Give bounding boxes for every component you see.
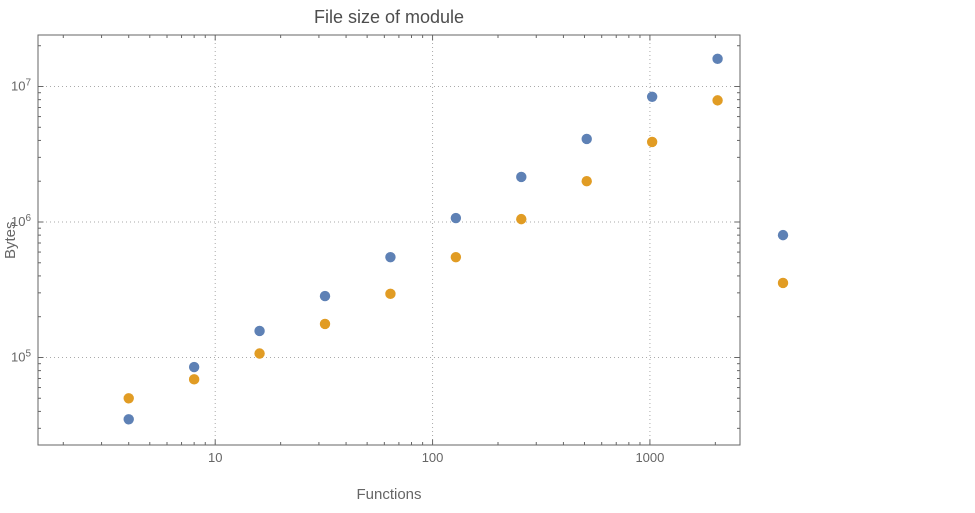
data-point-orange [777, 277, 789, 289]
x-tick-label: 1000 [635, 450, 664, 465]
data-point-blue [254, 325, 265, 337]
data-point-orange [450, 251, 462, 263]
data-point-orange [712, 95, 723, 106]
x-tick-label: 10 [208, 450, 222, 465]
data-point-orange [385, 288, 396, 300]
y-tick-label: 105 [11, 348, 31, 364]
data-point-orange [123, 393, 134, 404]
data-point-blue [188, 361, 200, 373]
data-point-orange [188, 374, 200, 385]
data-point-blue [123, 414, 134, 425]
data-point-blue [712, 53, 723, 65]
plot-frame [37, 34, 741, 446]
data-point-orange [646, 136, 658, 148]
data-point-orange [254, 348, 265, 359]
data-point-blue [581, 133, 592, 145]
data-point-orange [581, 176, 592, 187]
data-point-blue [319, 290, 331, 302]
y-tick-label: 107 [11, 78, 31, 94]
chart-title: File size of module [313, 7, 465, 27]
data-point-blue [646, 91, 658, 102]
y-axis-label: Bytes [2, 221, 19, 259]
data-point-blue [450, 212, 462, 224]
data-point-blue [516, 171, 527, 183]
y-tick-label: 106 [11, 213, 31, 229]
data-point-blue [385, 251, 396, 263]
x-tick-label: 100 [422, 450, 444, 465]
x-axis-label: Functions [356, 486, 422, 503]
data-point-orange [319, 318, 331, 330]
data-point-orange [516, 213, 527, 225]
data-point-blue [777, 229, 789, 241]
